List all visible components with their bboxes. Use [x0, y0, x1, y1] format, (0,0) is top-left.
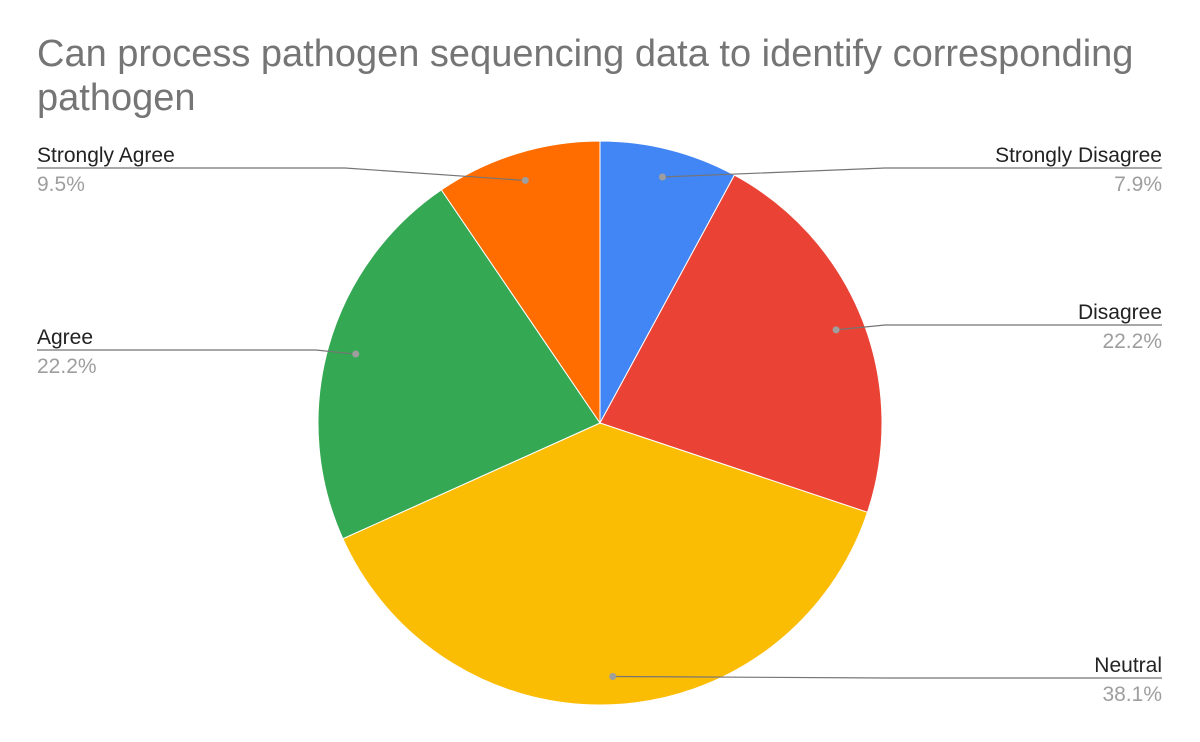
slice-disagree: [599, 174, 883, 513]
percent-strongly-disagree: 7.9%: [1114, 173, 1162, 196]
leader-line-strongly-disagree: [662, 167, 1162, 178]
label-agree: Agree: [37, 326, 93, 349]
leader-dot-neutral: [609, 672, 617, 680]
leader-dot-strongly-agree: [521, 176, 529, 184]
pie-slices: [317, 140, 883, 706]
leader-lines: [37, 167, 1162, 680]
leader-line-strongly-agree: [37, 167, 526, 182]
slice-agree: [317, 189, 601, 540]
slice-labels: Strongly Disagree 7.9% Disagree 22.2% Neutra…: [37, 144, 1162, 706]
percent-neutral: 38.1%: [1102, 683, 1162, 706]
leader-dot-agree: [352, 350, 360, 358]
percent-disagree: 22.2%: [1102, 330, 1162, 353]
leader-line-neutral: [612, 675, 1162, 679]
slice-strongly-disagree: [599, 140, 736, 424]
chart-title: Can process pathogen sequencing data to …: [37, 33, 1134, 119]
label-neutral: Neutral: [1094, 654, 1162, 677]
label-strongly-disagree: Strongly Disagree: [995, 144, 1162, 167]
slice-neutral: [342, 422, 869, 706]
label-strongly-agree: Strongly Agree: [37, 144, 175, 167]
leader-line-agree: [37, 349, 356, 355]
percent-strongly-agree: 9.5%: [37, 173, 85, 196]
slice-strongly-agree: [440, 140, 601, 425]
percent-agree: 22.2%: [37, 355, 97, 378]
leader-dot-disagree: [832, 326, 840, 334]
leader-dot-strongly-disagree: [658, 173, 666, 181]
label-disagree: Disagree: [1078, 301, 1162, 324]
leader-line-disagree: [836, 324, 1162, 331]
